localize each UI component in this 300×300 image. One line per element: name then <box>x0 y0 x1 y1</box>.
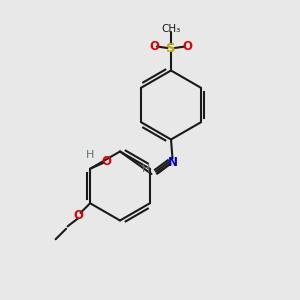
Text: H: H <box>86 150 94 160</box>
Text: O: O <box>182 40 193 53</box>
Text: O: O <box>149 40 160 53</box>
Text: N: N <box>167 155 178 169</box>
Text: S: S <box>166 41 176 55</box>
Text: H: H <box>142 164 150 174</box>
Text: CH₃: CH₃ <box>161 23 181 34</box>
Text: O: O <box>102 155 112 168</box>
Text: O: O <box>73 209 83 222</box>
